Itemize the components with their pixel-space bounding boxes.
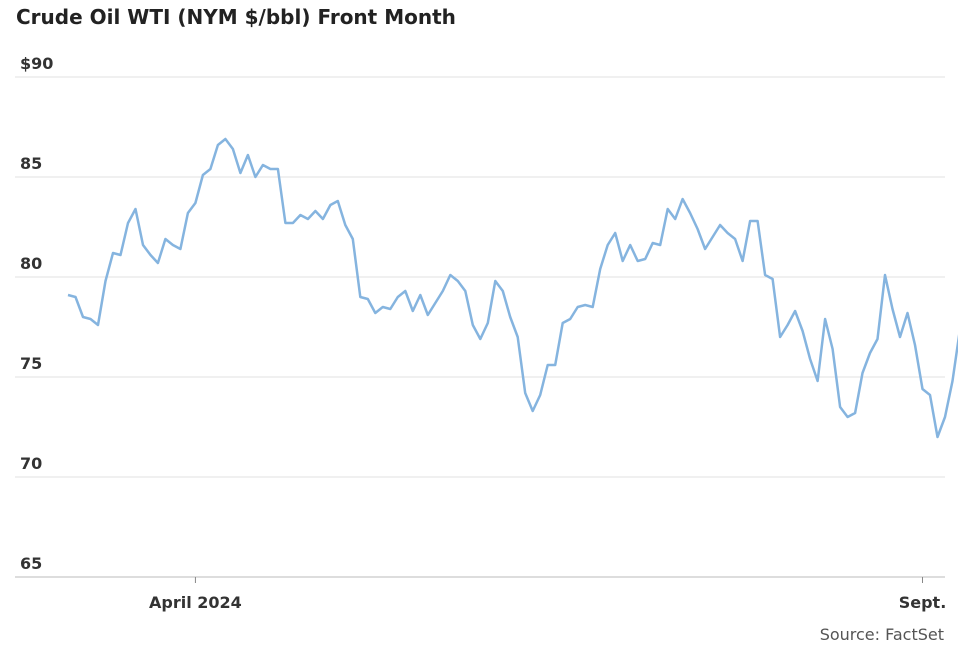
- y-tick-label: 65: [20, 554, 42, 573]
- x-tick-label: April 2024: [149, 593, 242, 612]
- y-tick-label: 85: [20, 154, 42, 173]
- y-tick-label: 80: [20, 254, 42, 273]
- line: [67, 137, 958, 439]
- y-tick-label: 70: [20, 454, 42, 473]
- source: Source: FactSet: [820, 625, 944, 644]
- y-tick-label: 75: [20, 354, 42, 373]
- y-tick-label: $90: [20, 54, 53, 73]
- chart-title: Crude Oil WTI (NYM $/bbl) Front Month: [16, 5, 456, 29]
- x-tick-label: Sept.: [899, 593, 947, 612]
